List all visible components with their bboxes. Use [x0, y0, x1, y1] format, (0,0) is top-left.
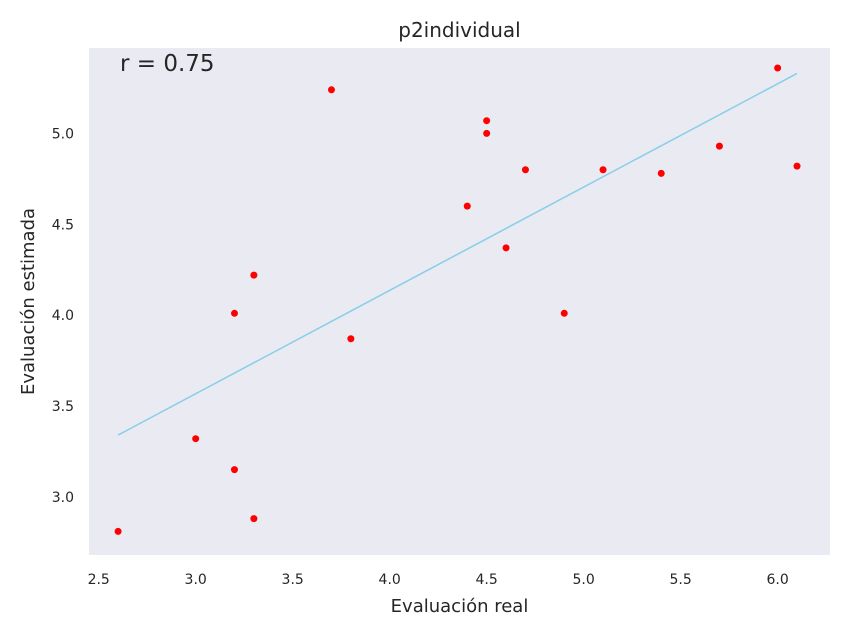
data-point — [657, 169, 665, 177]
correlation-annotation: r = 0.75 — [120, 51, 215, 77]
y-tick-label: 4.0 — [52, 308, 74, 324]
data-point — [793, 162, 801, 170]
data-point — [774, 64, 782, 72]
y-tick-label: 3.0 — [52, 490, 74, 506]
y-tick-label: 3.5 — [52, 399, 74, 415]
x-tick-label: 4.5 — [476, 572, 498, 588]
data-point — [599, 166, 607, 174]
data-point — [560, 309, 568, 317]
data-point — [250, 271, 258, 279]
data-point — [521, 166, 529, 174]
chart-title: p2individual — [398, 18, 520, 42]
y-tick-label: 4.5 — [52, 217, 74, 233]
data-point — [502, 244, 510, 252]
plot-area — [89, 48, 830, 555]
data-point — [192, 435, 200, 443]
data-point — [715, 142, 723, 150]
data-point — [114, 527, 122, 535]
x-axis-label: Evaluación real — [391, 596, 529, 617]
x-tick-label: 3.0 — [185, 572, 207, 588]
x-tick-label: 2.5 — [88, 572, 110, 588]
data-point — [483, 117, 491, 125]
data-point — [230, 309, 238, 317]
data-point — [483, 129, 491, 137]
y-tick-label: 5.0 — [52, 126, 74, 142]
x-tick-label: 6.0 — [766, 572, 788, 588]
x-tick-label: 4.0 — [379, 572, 401, 588]
x-tick-label: 5.0 — [573, 572, 595, 588]
data-point — [327, 86, 335, 94]
x-tick-label: 3.5 — [282, 572, 304, 588]
data-point — [230, 466, 238, 474]
data-point — [250, 515, 258, 523]
x-tick-label: 5.5 — [670, 572, 692, 588]
regression-line — [117, 72, 798, 436]
data-point — [347, 335, 355, 343]
data-point — [463, 202, 471, 210]
y-axis-label: Evaluación estimada — [18, 208, 39, 395]
